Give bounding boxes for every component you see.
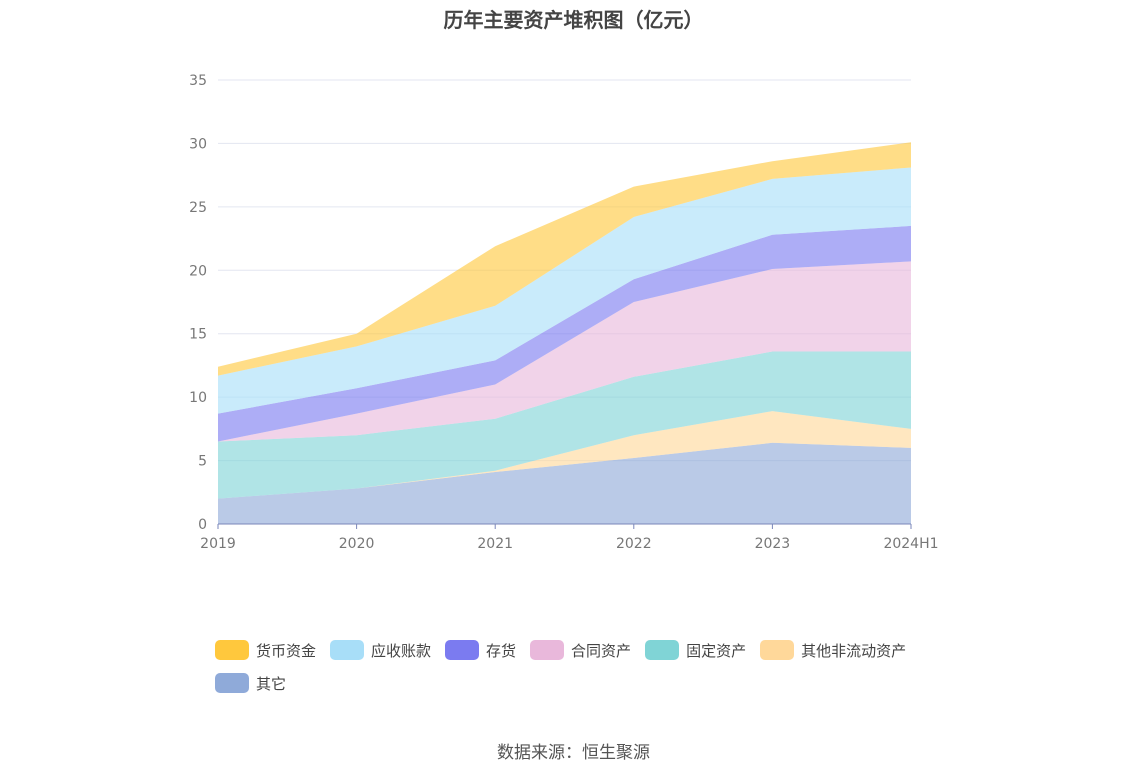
legend-label: 应收账款 [371, 641, 432, 660]
y-tick-label: 5 [198, 454, 207, 470]
legend-label: 其他非流动资产 [801, 641, 907, 660]
legend-swatch [330, 640, 365, 660]
legend-swatch [530, 640, 565, 660]
y-tick-label: 30 [189, 136, 207, 152]
legend-swatch [760, 640, 795, 660]
x-tick-label: 2024H1 [883, 536, 938, 552]
legend-label: 固定资产 [686, 641, 747, 660]
chart-canvas: 0 5 10 15 20 25 30 35 2019 2020 2021 2022 2023 2024H1 [189, 73, 938, 552]
legend-item[interactable]: 货币资金 [215, 638, 316, 662]
y-tick-label: 0 [198, 517, 207, 533]
x-tick-label: 2022 [616, 536, 652, 552]
x-tick-label: 2023 [755, 536, 791, 552]
legend-item[interactable]: 其它 [215, 671, 286, 695]
legend-item[interactable]: 应收账款 [330, 638, 431, 662]
area-合同资产[interactable] [218, 261, 911, 442]
y-tick-label: 35 [189, 73, 207, 89]
chart-title: 历年主要资产堆积图（亿元） [443, 8, 704, 32]
area-存货[interactable] [218, 225, 911, 442]
data-source: 数据来源：恒生聚源 [497, 743, 650, 763]
x-tick-label: 2019 [200, 536, 236, 552]
legend-label: 其它 [256, 674, 287, 693]
area-series [218, 142, 911, 524]
y-tick-label: 25 [189, 200, 207, 216]
legend-item[interactable]: 其他非流动资产 [760, 638, 906, 662]
legend-item[interactable]: 合同资产 [530, 638, 631, 662]
legend-swatch [215, 640, 249, 660]
area-其它[interactable] [218, 442, 911, 524]
legend-label: 合同资产 [571, 641, 632, 660]
legend-label: 货币资金 [256, 641, 317, 660]
area-应收账款[interactable] [218, 167, 911, 414]
y-tick-label: 10 [189, 390, 207, 406]
area-货币资金[interactable] [218, 142, 911, 376]
legend-swatch [445, 640, 480, 660]
y-tick-label: 20 [189, 263, 207, 279]
x-tick-label: 2021 [477, 536, 513, 552]
area-其他非流动资产[interactable] [218, 411, 911, 499]
area-固定资产[interactable] [218, 351, 911, 499]
x-tick-label: 2020 [339, 536, 375, 552]
legend-label: 存货 [486, 641, 517, 660]
legend: 货币资金 应收账款 存货 合同资产 固定资产 其他非流动资产其它 [215, 638, 975, 695]
axes: 0 5 10 15 20 25 30 35 2019 2020 2021 2022 2023 2024H1 [189, 73, 938, 552]
legend-swatch [215, 673, 249, 693]
legend-item[interactable]: 固定资产 [645, 638, 746, 662]
legend-swatch [645, 640, 680, 660]
legend-item[interactable]: 存货 [445, 638, 516, 662]
y-tick-label: 15 [189, 327, 207, 343]
